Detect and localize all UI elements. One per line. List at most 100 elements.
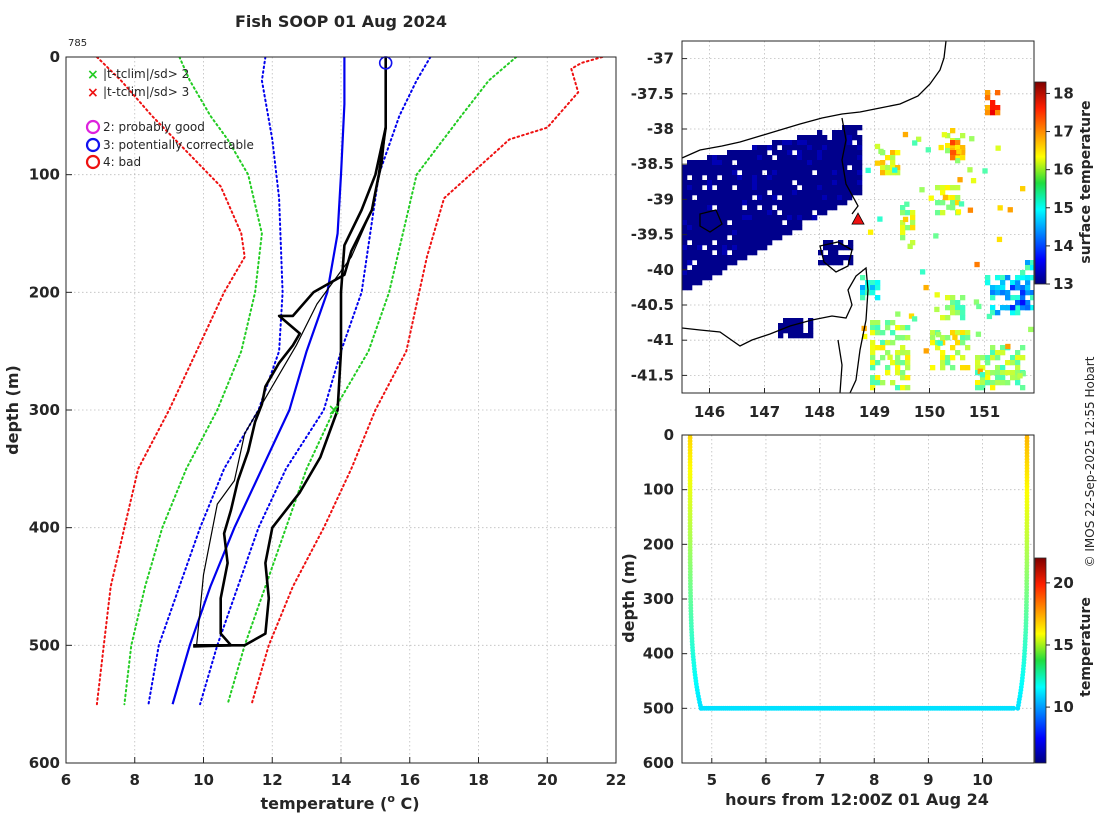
depth-time-x-axis-label: hours from 12:00Z 01 Aug 24: [725, 790, 989, 809]
y-tick-label: 600: [29, 754, 60, 772]
sst-pixel: [997, 205, 1003, 211]
sst-pixel: [697, 165, 703, 171]
sst-pixel: [722, 205, 728, 211]
sst-pixel: [793, 323, 799, 329]
sst-pixel: [802, 180, 808, 186]
sst-pixel: [772, 150, 778, 156]
legend-label: |t-tclim|/sd> 3: [103, 85, 189, 99]
sst-pixel: [908, 313, 915, 319]
sst-pixel: [682, 250, 688, 256]
sst-pixel: [772, 190, 778, 196]
sst-pixel: [732, 155, 738, 161]
sst-pixel: [847, 135, 853, 141]
sst-pixel: [817, 210, 823, 216]
sst-pixel: [792, 185, 798, 191]
sst-pixel: [737, 225, 743, 231]
sst-pixel: [762, 200, 768, 206]
sst-pixel: [995, 105, 1001, 111]
sst-pixel: [890, 320, 896, 326]
sst-pixel: [837, 195, 843, 201]
sst-pixel: [742, 255, 748, 261]
sst-pixel: [902, 131, 909, 138]
sst-pixel: [712, 260, 718, 266]
sst-pixel: [1025, 300, 1031, 306]
sst-pixel: [797, 165, 803, 171]
sst-pixel: [697, 235, 703, 241]
sst-pixel: [802, 155, 808, 161]
sst-pixel: [682, 200, 688, 206]
sst-pixel: [970, 178, 977, 184]
sst-pixel: [722, 210, 728, 216]
sst-pixel: [777, 170, 783, 176]
sst-pixel: [757, 190, 763, 196]
sst-pixel: [712, 225, 718, 231]
sst-pixel: [812, 180, 818, 186]
sst-pixel: [682, 245, 688, 251]
sst-pixel: [995, 285, 1001, 291]
sst-pixel: [1030, 305, 1034, 311]
sst-pixel: [717, 195, 723, 201]
sst-pixel: [974, 261, 980, 268]
sst-pixel: [1000, 345, 1006, 351]
sst-pixel: [807, 175, 813, 181]
sst-pixel: [900, 335, 906, 341]
sst-pixel: [702, 240, 708, 246]
sst-pixel: [737, 185, 743, 191]
sst-pixel: [973, 299, 980, 305]
sst-pixel: [792, 210, 798, 216]
sst-pixel: [885, 365, 891, 371]
sst-pixel: [842, 185, 848, 191]
sst-pixel: [955, 158, 961, 164]
sst-pixel: [702, 215, 708, 221]
sst-pixel: [797, 175, 803, 181]
sst-pixel: [832, 200, 838, 206]
sst-pixel: [950, 155, 956, 161]
sst-pixel: [808, 328, 814, 334]
sst-pixel: [722, 155, 728, 161]
sst-pixel: [787, 215, 793, 221]
sst-pixel: [827, 140, 833, 146]
sst-pixel: [697, 180, 703, 186]
x-tick-label: 22: [606, 771, 627, 789]
sst-pixel: [727, 175, 733, 181]
sst-pixel: [782, 170, 788, 176]
sst-pixel: [837, 130, 843, 136]
sst-pixel: [732, 235, 738, 241]
sst-pixel: [950, 140, 956, 146]
sst-pixel: [817, 200, 823, 206]
sst-pixel: [955, 350, 961, 356]
sst-pixel: [900, 210, 906, 216]
sst-pixel: [732, 260, 738, 266]
colorbar-tick-label: 14: [1053, 237, 1074, 255]
sst-pixel: [817, 195, 823, 201]
sst-pixel: [822, 190, 828, 196]
sst-pixel: [1030, 260, 1034, 266]
sst-pixel: [783, 328, 789, 334]
legend-circle-blue: [85, 137, 101, 153]
sst-pixel: [1020, 295, 1026, 301]
sst-pixel: [832, 145, 838, 151]
sst-pixel: [757, 165, 763, 171]
sst-pixel: [783, 318, 789, 324]
sst-pixel: [707, 215, 713, 221]
profile-y-axis-label: depth (m): [3, 365, 22, 455]
sst-pixel: [792, 195, 798, 201]
sst-pixel: [950, 185, 956, 191]
sst-pixel: [757, 210, 763, 216]
sst-pixel: [762, 185, 768, 191]
sst-pixel: [707, 185, 713, 191]
sst-pixel: [692, 160, 698, 166]
sst-pixel: [712, 160, 718, 166]
sst-pixel: [930, 335, 936, 341]
sst-pixel: [732, 190, 738, 196]
sst-pixel: [737, 165, 743, 171]
sst-pixel: [807, 205, 813, 211]
legend-x-green: ×: [87, 67, 99, 83]
sst-pixel: [697, 205, 703, 211]
sst-pixel: [697, 185, 703, 191]
sst-pixel: [1015, 350, 1021, 356]
sst-pixel: [737, 195, 743, 201]
sst-pixel: [762, 240, 768, 246]
sst-pixel: [682, 170, 688, 176]
sst-pixel: [712, 270, 718, 276]
